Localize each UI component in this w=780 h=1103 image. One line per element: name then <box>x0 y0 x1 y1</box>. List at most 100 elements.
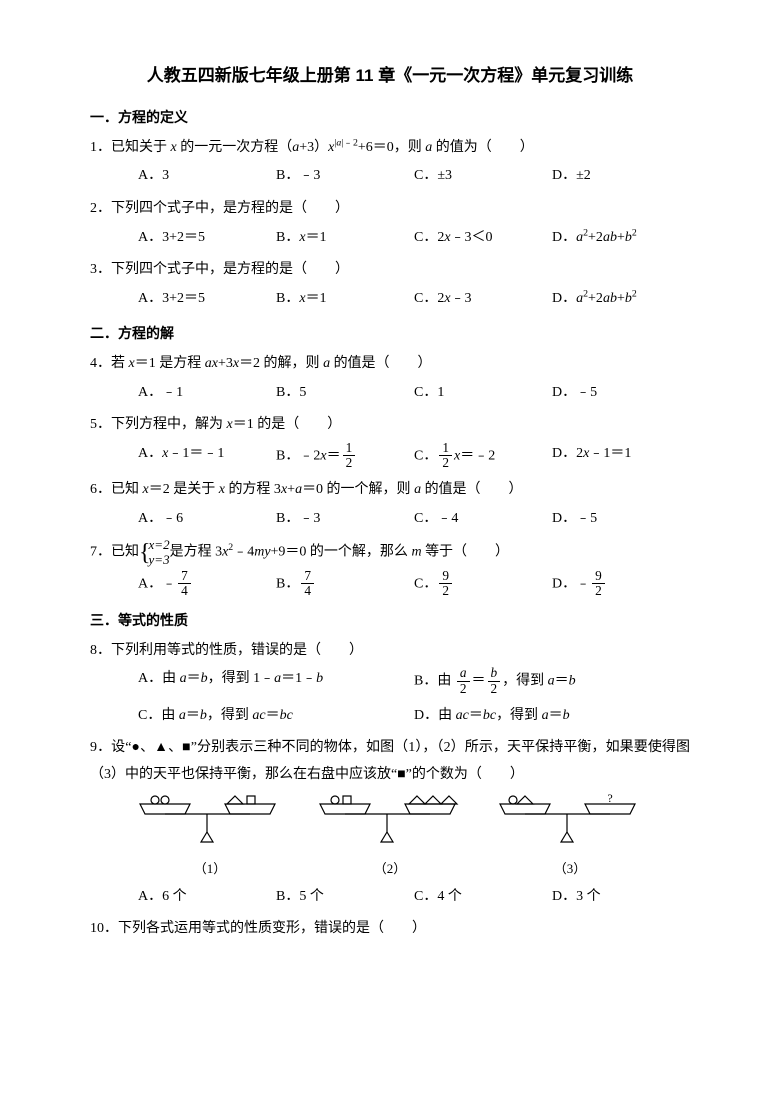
q7-c: C．92 <box>414 569 552 599</box>
q8bd1: 2 <box>457 682 470 697</box>
balance-3-svg: ? <box>495 794 645 844</box>
q8a2: ＝ <box>187 671 201 686</box>
q4-stem: 4．若 x＝1 是方程 ax+3x＝2 的解，则 a 的值是（ ） <box>90 351 690 378</box>
q8bd2: 2 <box>488 682 501 697</box>
question-5: 5．下列方程中，解为 x＝1 的是（ ） A．x﹣1＝﹣1 B．﹣2x＝12 C… <box>90 412 690 471</box>
q7bd: 4 <box>301 584 314 599</box>
q8c3: ，得到 <box>207 708 253 723</box>
q8a3: ，得到 1﹣ <box>208 671 275 686</box>
q7s1: x=2 <box>149 538 170 552</box>
q9-b: B．5 个 <box>276 884 414 911</box>
q8a1: A．由 <box>138 671 180 686</box>
q1-c: C．±3 <box>414 163 552 190</box>
page-title: 人教五四新版七年级上册第 11 章《一元一次方程》单元复习训练 <box>90 60 690 92</box>
q2-stem: 2．下列四个式子中，是方程的是（ ） <box>90 196 690 223</box>
q6t6: 的值是（ ） <box>421 482 523 497</box>
q3-c: C．2x﹣3 <box>414 286 552 313</box>
balance-1-svg <box>135 794 285 844</box>
q8-c: C．由 a＝b，得到 ac＝bc <box>138 703 414 730</box>
q7ad: 4 <box>178 584 191 599</box>
q2-a: A．3+2＝5 <box>138 225 276 252</box>
q1-t5: 的值为（ ） <box>432 140 534 155</box>
q5d2: ﹣1＝1 <box>589 446 631 461</box>
q6-choices: A．﹣6 B．﹣3 C．﹣4 D．﹣5 <box>90 506 690 533</box>
q7-b: B．74 <box>276 569 414 599</box>
bal-label-2: （2） <box>315 857 465 882</box>
q7ap: A．﹣ <box>138 576 176 591</box>
q5t2: ＝1 的是（ ） <box>233 417 342 432</box>
q6t3: 的方程 3 <box>225 482 281 497</box>
q3-choices: A．3+2＝5 B．x＝1 C．2x﹣3 D．a2+2ab+b2 <box>90 286 690 313</box>
q5a1: A． <box>138 446 162 461</box>
q5-stem: 5．下列方程中，解为 x＝1 的是（ ） <box>90 412 690 439</box>
q2-choices: A．3+2＝5 B．x＝1 C．2x﹣3＜0 D．a2+2ab+b2 <box>90 225 690 252</box>
q7bn: 7 <box>301 569 314 585</box>
q1-choices: A．3 B．﹣3 C．±3 D．±2 <box>90 163 690 190</box>
q6-stem: 6．已知 x＝2 是关于 x 的方程 3x+a＝0 的一个解，则 a 的值是（ … <box>90 477 690 504</box>
q1-b: B．﹣3 <box>276 163 414 190</box>
q5b2: ＝ <box>327 448 341 463</box>
q7-d: D．﹣92 <box>552 569 690 599</box>
q3b1: B． <box>276 291 299 306</box>
q9-figure: （1） （2） <box>120 794 660 881</box>
q7bp: B． <box>276 576 299 591</box>
balance-2-svg <box>315 794 465 844</box>
q1-d: D．±2 <box>552 163 690 190</box>
q3-d: D．a2+2ab+b2 <box>552 286 690 313</box>
q8d4: ＝ <box>549 708 563 723</box>
q7-choices: A．﹣74 B．74 C．92 D．﹣92 <box>90 569 690 599</box>
q7t2: 是方程 3 <box>170 545 223 560</box>
q8d3: ，得到 <box>496 708 542 723</box>
q5c2: ＝﹣2 <box>460 448 495 463</box>
q10-stem: 10．下列各式运用等式的性质变形，错误的是（ ） <box>90 916 690 943</box>
q8bn2: b <box>488 666 501 682</box>
q3-stem: 3．下列四个式子中，是方程的是（ ） <box>90 257 690 284</box>
q8c2: ＝ <box>186 708 200 723</box>
q1-t1: 1．已知关于 <box>90 140 171 155</box>
q7dp: D．﹣ <box>552 576 590 591</box>
question-3: 3．下列四个式子中，是方程的是（ ） A．3+2＝5 B．x＝1 C．2x﹣3 … <box>90 257 690 312</box>
question-8: 8．下列利用等式的性质，错误的是（ ） A．由 a＝b，得到 1﹣a＝1﹣b B… <box>90 638 690 729</box>
q7cn: 9 <box>439 569 452 585</box>
q6t2: ＝2 是关于 <box>149 482 219 497</box>
bal-label-1: （1） <box>135 857 285 882</box>
q8b2: ＝ <box>472 674 486 689</box>
q5f1n: 1 <box>343 441 356 457</box>
q3-a: A．3+2＝5 <box>138 286 276 313</box>
q5f2n: 1 <box>439 441 452 457</box>
q7dn: 9 <box>592 569 605 585</box>
q5b1: B．﹣2 <box>276 448 320 463</box>
q5d1: D．2 <box>552 446 583 461</box>
q4-c: C．1 <box>414 380 552 407</box>
q8d1: D．由 <box>414 708 456 723</box>
q5-c: C．12x＝﹣2 <box>414 441 552 471</box>
q7-stem: 7．已知{x=2y=3是方程 3x2﹣4my+9＝0 的一个解，那么 m 等于（… <box>90 538 690 567</box>
q2d1: D． <box>552 230 576 245</box>
q8-d: D．由 ac＝bc，得到 a＝b <box>414 703 690 730</box>
q6t5: ＝0 的一个解，则 <box>302 482 414 497</box>
q1-t2: 的一元一次方程（ <box>177 140 293 155</box>
q8-b: B．由 a2＝b2，得到 a＝b <box>414 666 690 696</box>
section-3-head: 三．等式的性质 <box>90 607 690 634</box>
q8b1: B．由 <box>414 674 455 689</box>
q3d2: +2 <box>588 291 603 306</box>
q4t1: 4．若 <box>90 356 129 371</box>
q3c2: ﹣3 <box>451 291 472 306</box>
q8-choices-row2: C．由 a＝b，得到 ac＝bc D．由 ac＝bc，得到 a＝b <box>90 703 690 730</box>
q5f2d: 2 <box>439 456 452 471</box>
q1-t3: +3） <box>299 140 328 155</box>
q9-d: D．3 个 <box>552 884 690 911</box>
q4t4: ＝2 的解，则 <box>239 356 323 371</box>
question-6: 6．已知 x＝2 是关于 x 的方程 3x+a＝0 的一个解，则 a 的值是（ … <box>90 477 690 532</box>
q9-a: A．6 个 <box>138 884 276 911</box>
q2c1: C．2 <box>414 230 444 245</box>
q5-a: A．x﹣1＝﹣1 <box>138 441 276 471</box>
q4t2: ＝1 是方程 <box>135 356 205 371</box>
section-2-head: 二．方程的解 <box>90 320 690 347</box>
q5-b: B．﹣2x＝12 <box>276 441 414 471</box>
q4-b: B．5 <box>276 380 414 407</box>
q5c1: C． <box>414 448 437 463</box>
q7an: 7 <box>178 569 191 585</box>
q6t4: + <box>287 482 295 497</box>
q8-choices-row1: A．由 a＝b，得到 1﹣a＝1﹣b B．由 a2＝b2，得到 a＝b <box>90 666 690 696</box>
